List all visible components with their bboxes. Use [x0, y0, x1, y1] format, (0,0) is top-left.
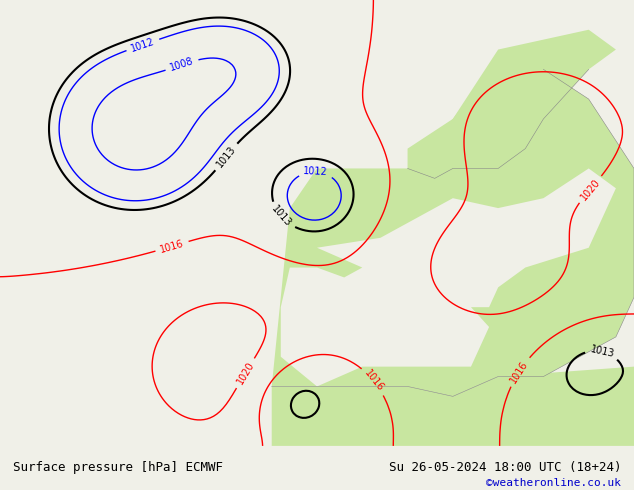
Text: 1013: 1013 [269, 204, 294, 229]
Text: 1013: 1013 [589, 344, 615, 359]
Text: 1020: 1020 [235, 360, 256, 386]
Polygon shape [272, 367, 634, 446]
Text: 1016: 1016 [159, 238, 185, 255]
Polygon shape [272, 59, 634, 396]
Text: 1012: 1012 [303, 166, 328, 177]
Text: 1012: 1012 [129, 36, 156, 53]
Text: Su 26-05-2024 18:00 UTC (18+24): Su 26-05-2024 18:00 UTC (18+24) [389, 462, 621, 474]
Text: 1008: 1008 [169, 56, 195, 74]
Text: ©weatheronline.co.uk: ©weatheronline.co.uk [486, 478, 621, 488]
Polygon shape [408, 30, 616, 178]
Text: Surface pressure [hPa] ECMWF: Surface pressure [hPa] ECMWF [13, 462, 223, 474]
Text: 1016: 1016 [362, 368, 385, 394]
Text: 1013: 1013 [215, 144, 238, 170]
Text: 1016: 1016 [508, 359, 530, 385]
Text: 1020: 1020 [579, 177, 602, 202]
